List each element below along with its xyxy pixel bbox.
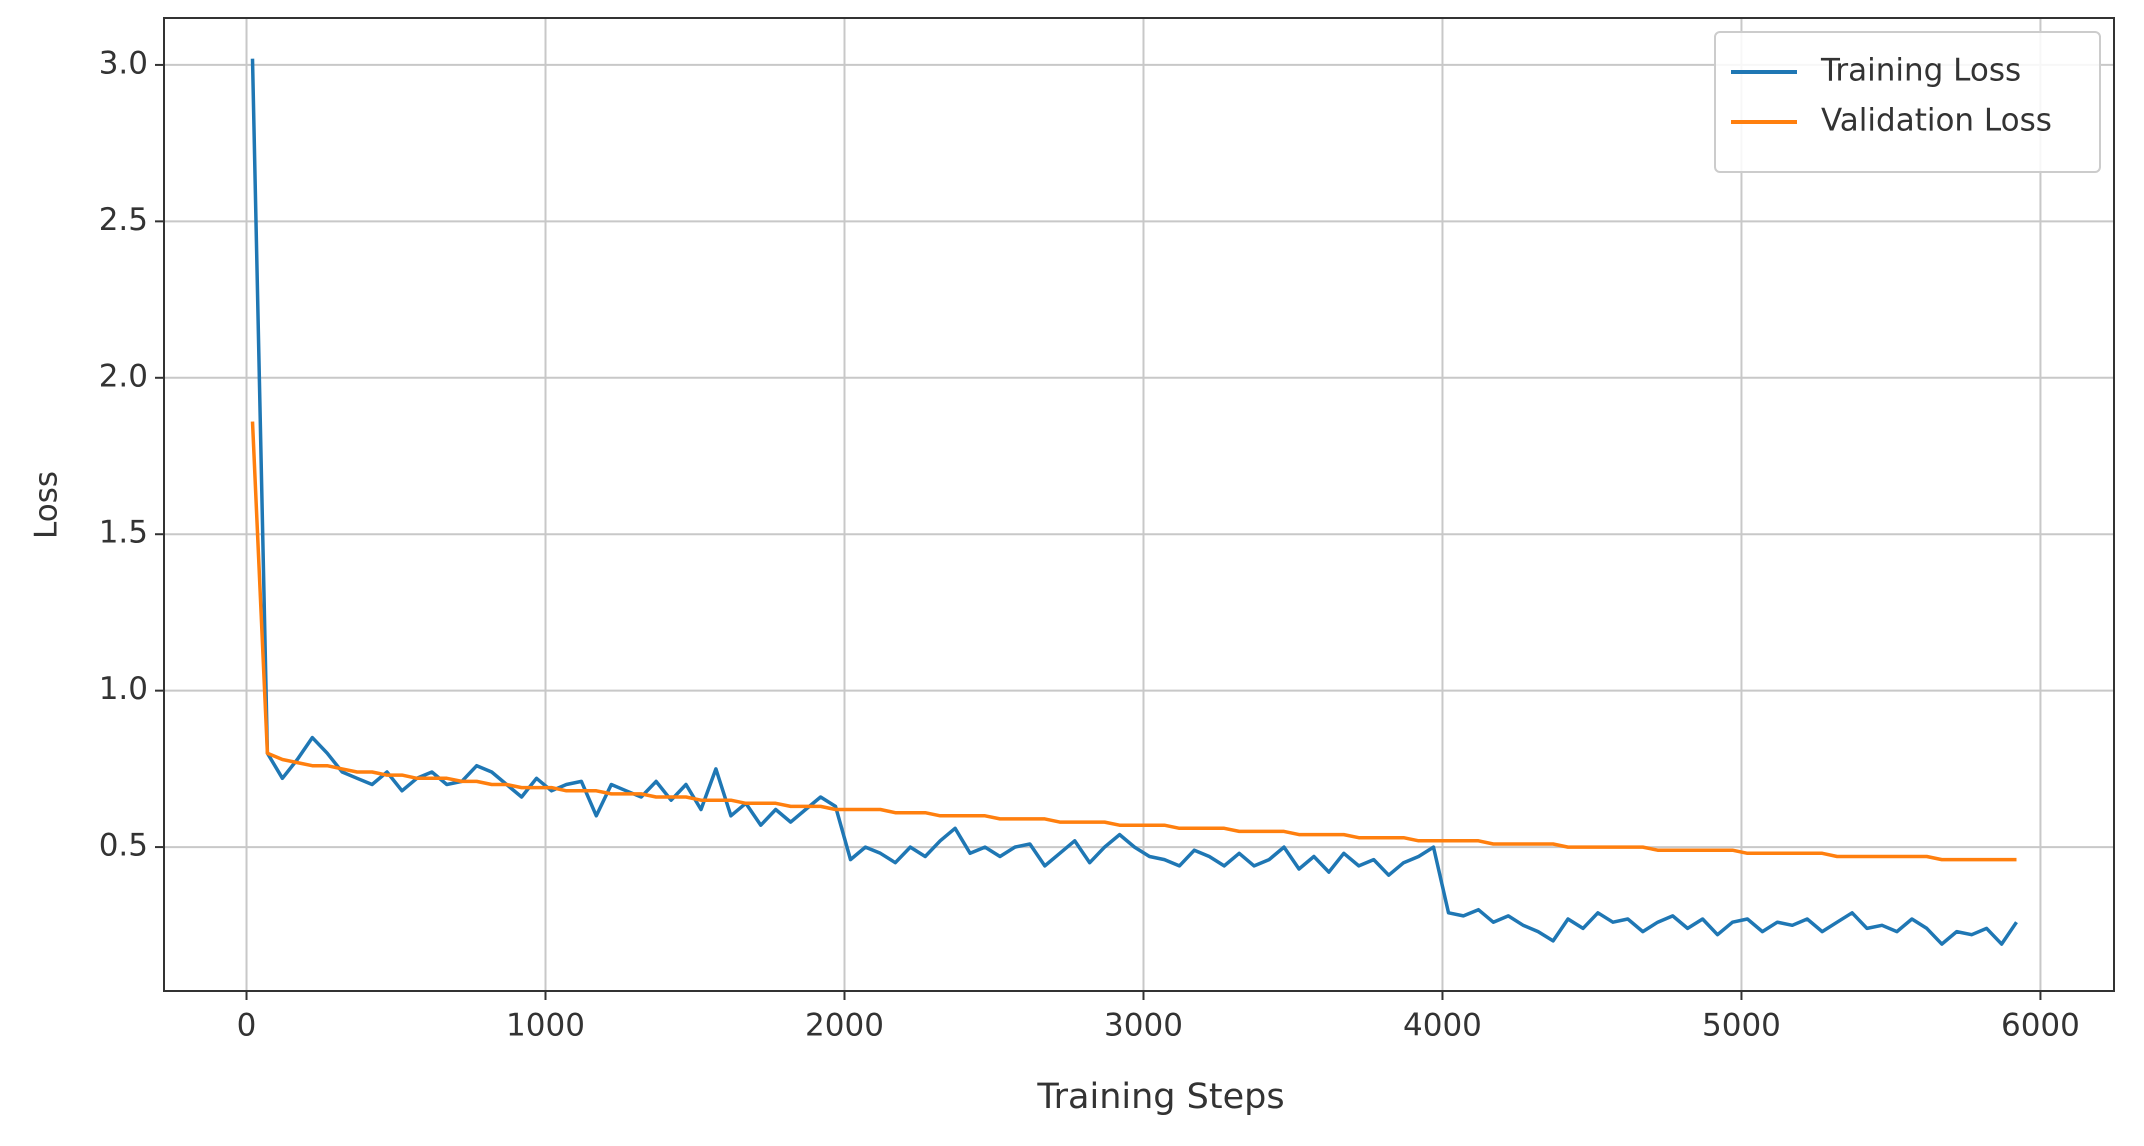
x-tick-label: 2000: [805, 1008, 884, 1044]
legend-box: [1714, 31, 2101, 173]
y-tick-label: 2.0: [99, 358, 148, 394]
y-tick-label: 1.0: [99, 671, 148, 707]
x-tick-label: 1000: [506, 1008, 585, 1044]
x-tick-label: 5000: [1702, 1008, 1781, 1044]
legend-label: Validation Loss: [1821, 103, 2052, 139]
x-axis-label: Training Steps: [1036, 1077, 1284, 1117]
x-tick-label: 6000: [2001, 1008, 2080, 1044]
x-tick-label: 3000: [1104, 1008, 1183, 1044]
x-tick-label: 0: [237, 1008, 257, 1044]
y-tick-label: 2.5: [99, 202, 148, 238]
plot-frame: [163, 17, 2115, 992]
y-tick-label: 0.5: [99, 828, 148, 864]
line-series: [250, 421, 2017, 862]
y-tick-label: 1.5: [99, 515, 148, 551]
y-tick-label: 3.0: [99, 45, 148, 81]
y-axis-label: Loss: [29, 471, 65, 539]
x-tick-label: 4000: [1403, 1008, 1482, 1044]
line-series: [250, 58, 2018, 946]
legend-label: Training Loss: [1820, 53, 2021, 89]
